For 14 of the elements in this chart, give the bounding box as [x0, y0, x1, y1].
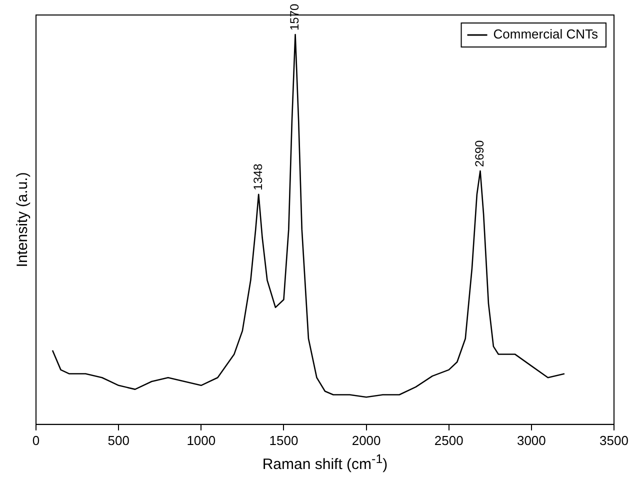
annotation: 1348 — [250, 163, 265, 190]
x-tick-label: 1000 — [186, 432, 216, 448]
x-tick-label: 2500 — [434, 432, 464, 448]
y-axis-title: Intensity (a.u.) — [14, 172, 32, 268]
x-tick-label: 500 — [108, 432, 130, 448]
x-tick-label: 3500 — [600, 432, 628, 448]
x-axis-title: Raman shift (cm$^{-1}$) — [261, 452, 389, 473]
x-tick-label: 2000 — [352, 432, 381, 448]
x-tick-label: 1500 — [269, 432, 298, 448]
annotation: 1570 — [288, 3, 302, 30]
x-tick-label: 0 — [32, 432, 40, 448]
annotation: 2690 — [472, 140, 487, 167]
legend-label: Commercial CNTs — [493, 26, 598, 42]
x-tick-label: 3000 — [516, 432, 546, 448]
